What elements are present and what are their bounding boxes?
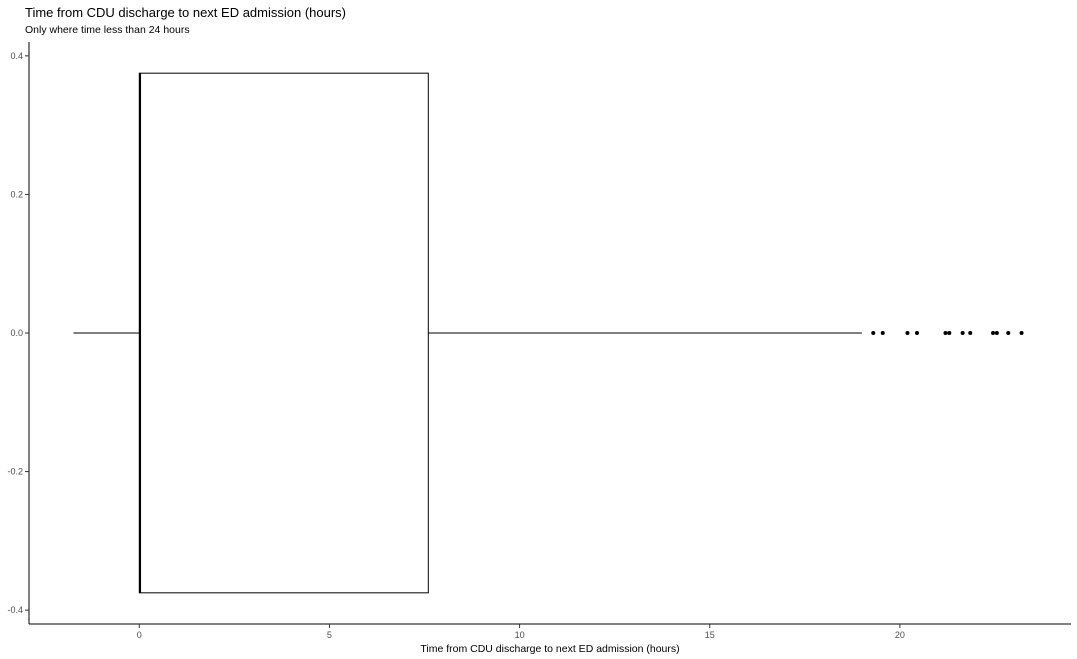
box-iqr: [138, 72, 429, 594]
outlier-point-7: [960, 331, 965, 335]
x-axis-title: Time from CDU discharge to next ED admis…: [420, 643, 679, 655]
outlier-point-8: [968, 331, 973, 335]
outlier-point-9: [991, 331, 996, 335]
chart-marks: [73, 72, 1024, 594]
outlier-point-3: [905, 331, 910, 335]
outlier-point-6: [947, 331, 952, 335]
outlier-point-10: [994, 331, 999, 335]
outlier-point-2: [880, 331, 885, 335]
outlier-point-12: [1019, 331, 1024, 335]
outlier-point-4: [914, 331, 919, 335]
y-tick-label--0.4: -0.4: [7, 605, 23, 615]
chart-subtitle: Only where time less than 24 hours: [25, 24, 190, 36]
x-tick-label-0: 0: [137, 630, 142, 640]
axes: 0 5 10 15 20 -0.4 -0.2 0.0 0.2 0.4: [7, 42, 1071, 640]
y-tick-label-0: 0.0: [10, 328, 23, 338]
x-tick-label-5: 5: [327, 630, 332, 640]
y-tick-label-0.4: 0.4: [10, 51, 23, 61]
y-tick-label--0.2: -0.2: [7, 467, 23, 477]
outlier-point-11: [1006, 331, 1011, 335]
outlier-point-1: [871, 331, 876, 335]
y-tick-label-0.2: 0.2: [10, 189, 23, 199]
x-tick-label-10: 10: [515, 630, 525, 640]
x-tick-label-20: 20: [895, 630, 905, 640]
x-tick-label-15: 15: [705, 630, 715, 640]
outlier-point-5: [943, 331, 948, 335]
chart-title: Time from CDU discharge to next ED admis…: [25, 5, 347, 20]
